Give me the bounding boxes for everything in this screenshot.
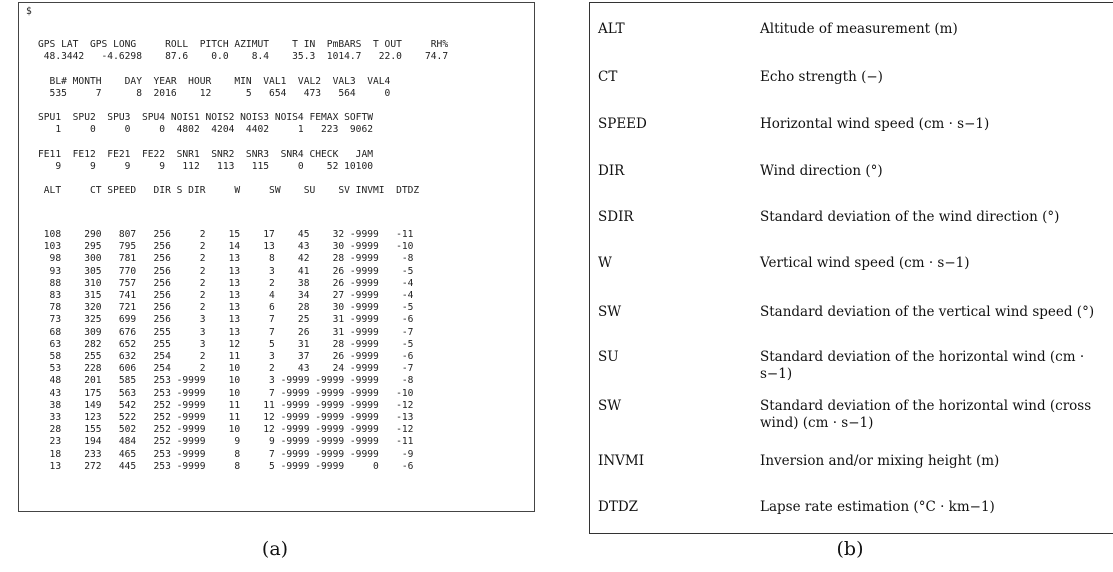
header-line: 48.3442 -4.6298 87.6 0.0 8.4 35.3 1014.7…	[38, 51, 449, 63]
data-row: 73 325 699 256 3 13 7 25 31 -9999 -6	[38, 314, 414, 326]
data-row: 63 282 652 255 3 12 5 31 28 -9999 -5	[38, 338, 414, 350]
definition-term: SW	[598, 398, 622, 414]
definition-term: SPEED	[598, 116, 647, 132]
data-row: 18 233 465 253 -9999 8 7 -9999 -9999 -99…	[38, 448, 414, 460]
definition-term: DTDZ	[598, 499, 639, 515]
definition-term: DIR	[598, 163, 625, 179]
definition-description: Echo strength (−)	[760, 69, 883, 85]
data-row: 58 255 632 254 2 11 3 37 26 -9999 -6	[38, 351, 414, 362]
data-row: 48 201 585 253 -9999 10 3 -9999 -9999 -9…	[38, 375, 414, 387]
definition-term: SDIR	[598, 209, 634, 225]
data-row: 68 309 676 255 3 13 7 26 31 -9999 -7	[38, 326, 414, 338]
definition-term: SU	[598, 349, 619, 365]
header-line: 9 9 9 9 112 113 115 0 52 10100	[38, 161, 374, 172]
data-row: 98 300 781 256 2 13 8 42 28 -9999 -8	[38, 253, 414, 265]
definition-description: Vertical wind speed (cm · s−1)	[760, 255, 970, 271]
data-row: 53 228 606 254 2 10 2 43 24 -9999 -7	[38, 363, 414, 375]
definition-description: Altitude of measurement (m)	[760, 21, 958, 37]
data-row: 33 123 522 252 -9999 11 12 -9999 -9999 -…	[38, 412, 414, 423]
definition-term: W	[598, 255, 612, 271]
definition-description: Standard deviation of the horizontal win…	[760, 349, 1085, 382]
raw-data-panel: $ GPS LAT GPS LONG ROLL PITCH AZIMUT T I…	[18, 2, 535, 512]
data-row: 78 320 721 256 2 13 6 28 30 -9999 -5	[38, 302, 414, 314]
data-row: 103 295 795 256 2 14 13 43 30 -9999 -10	[38, 241, 414, 253]
header-line: GPS LAT GPS LONG ROLL PITCH AZIMUT T IN …	[38, 39, 449, 50]
header-line: SPU1 SPU2 SPU3 SPU4 NOIS1 NOIS2 NOIS3 NO…	[38, 112, 374, 124]
definition-description: Standard deviation of the wind direction…	[760, 209, 1060, 225]
header-line: BL# MONTH DAY YEAR HOUR MIN VAL1 VAL2 VA…	[38, 75, 391, 87]
header-line: ALT CT SPEED DIR S DIR W SW SU SV INVMI …	[38, 185, 420, 197]
definition-description: Wind direction (°)	[760, 163, 883, 179]
header-line: 535 7 8 2016 12 5 654 473 564 0	[38, 87, 391, 99]
caption-b: (b)	[836, 538, 864, 560]
data-row: 93 305 770 256 2 13 3 41 26 -9999 -5	[38, 265, 414, 277]
definitions-table: ALT Altitude of measurement (m) CT Echo str…	[589, 2, 1113, 534]
data-row: 88 310 757 256 2 13 2 38 26 -9999 -4	[38, 277, 414, 289]
definition-description: Inversion and/or mixing height (m)	[760, 453, 1000, 469]
definition-term: SW	[598, 304, 622, 320]
data-row: 108 290 807 256 2 15 17 45 32 -9999 -11	[38, 229, 414, 240]
definition-term: CT	[598, 69, 618, 85]
definition-description: Standard deviation of the horizontal win…	[760, 398, 1092, 431]
caption-a: (a)	[261, 538, 289, 560]
data-row: 23 194 484 252 -9999 9 9 -9999 -9999 -99…	[38, 436, 414, 448]
definition-description: Lapse rate estimation (°C · km−1)	[760, 499, 995, 515]
data-row: 13 272 445 253 -9999 8 5 -9999 -9999 0 -…	[38, 460, 414, 472]
definition-description: Horizontal wind speed (cm · s−1)	[760, 116, 990, 132]
header-line: FE11 FE12 FE21 FE22 SNR1 SNR2 SNR3 SNR4 …	[38, 148, 374, 160]
prompt-symbol: $	[26, 6, 32, 17]
definition-term: INVMI	[598, 453, 645, 469]
header-line: 1 0 0 0 4802 4204 4402 1 223 9062	[38, 124, 374, 136]
definition-description: Standard deviation of the vertical wind …	[760, 304, 1095, 320]
data-row: 43 175 563 253 -9999 10 7 -9999 -9999 -9…	[38, 387, 414, 399]
definition-term: ALT	[598, 21, 625, 37]
data-row: 28 155 502 252 -9999 10 12 -9999 -9999 -…	[38, 424, 414, 436]
data-row: 38 149 542 252 -9999 11 11 -9999 -9999 -…	[38, 399, 414, 411]
data-row: 83 315 741 256 2 13 4 34 27 -9999 -4	[38, 290, 414, 301]
